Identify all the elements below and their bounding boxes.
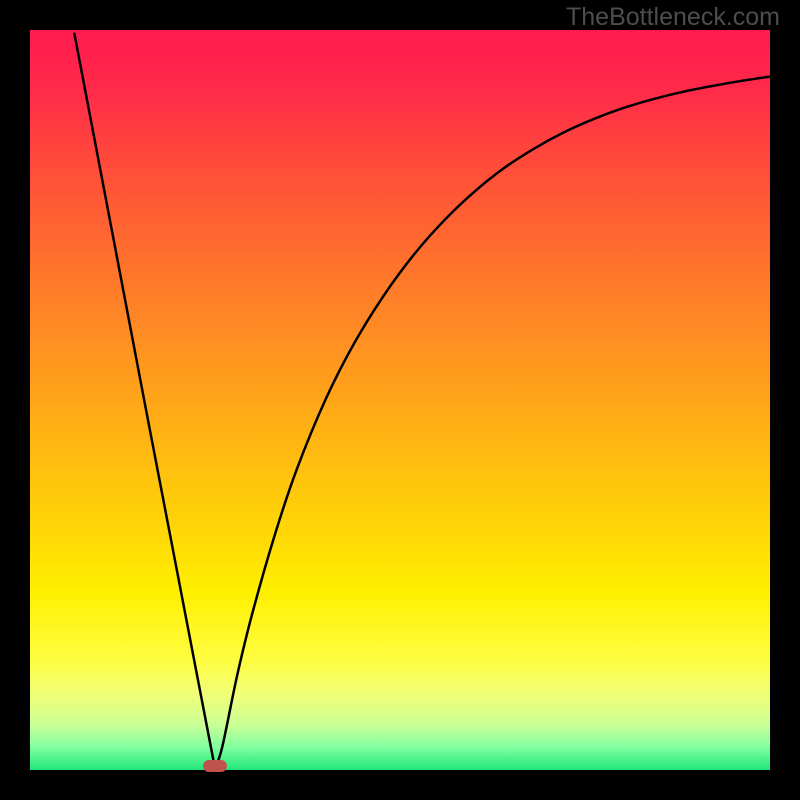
plot-area — [30, 30, 770, 770]
bottleneck-chart: TheBottleneck.com — [0, 0, 800, 800]
optimum-marker — [203, 760, 227, 772]
watermark-text: TheBottleneck.com — [566, 3, 780, 32]
